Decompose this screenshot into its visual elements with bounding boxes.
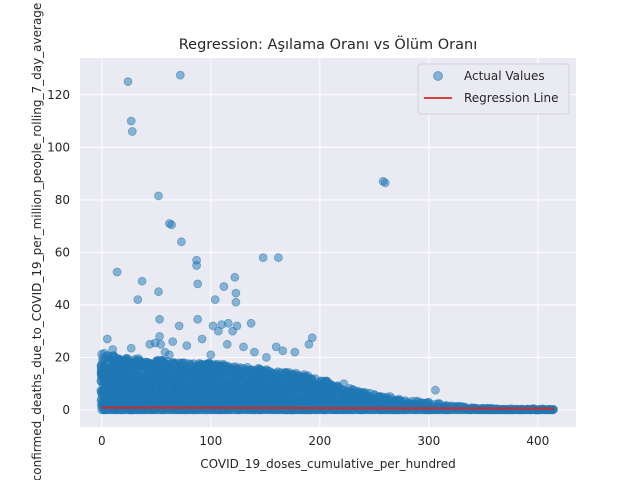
scatter-point (174, 321, 184, 331)
scatter-point (112, 267, 122, 277)
x-tick-label: 200 (308, 434, 331, 448)
scatter-point (548, 405, 558, 415)
x-tick-label: 100 (199, 434, 222, 448)
scatter-point (222, 339, 232, 349)
scatter-point (137, 276, 147, 286)
scatter-point (230, 272, 240, 282)
scatter-point (307, 333, 317, 343)
scatter-point (219, 282, 229, 291)
scatter-point (239, 342, 248, 352)
scatter-point (321, 376, 331, 386)
legend: Actual Values Regression Line (417, 63, 570, 115)
y-tick-label: 40 (55, 298, 70, 312)
scatter-point (126, 343, 136, 353)
legend-label-actual: Actual Values (464, 69, 545, 83)
scatter-point (246, 318, 256, 328)
legend-box (417, 63, 570, 115)
x-tick-label: 300 (417, 434, 440, 448)
x-tick-label: 400 (526, 434, 549, 448)
scatter-point (206, 350, 216, 360)
scatter-point (232, 321, 242, 331)
scatter-point (278, 346, 288, 356)
y-tick-label: 20 (55, 350, 70, 364)
regression-line (101, 406, 555, 410)
scatter-point (176, 237, 186, 247)
grid-lines (80, 58, 576, 427)
y-tick-label: 100 (47, 140, 70, 154)
scatter-point (273, 253, 283, 263)
scatter-point (133, 295, 143, 305)
y-axis-label: confirmed_deaths_due_to_COVID_19_per_mil… (30, 3, 44, 480)
scatter-point (231, 288, 241, 298)
scatter-point (167, 220, 177, 230)
chart-title: Regression: Aşılama Oranı vs Ölüm Oranı (179, 35, 478, 53)
scatter-point (258, 253, 268, 263)
scatter-point (278, 368, 288, 378)
scatter-point (155, 314, 165, 324)
scatter-point (249, 347, 259, 357)
scatter-point (154, 287, 163, 297)
scatter-point (192, 261, 202, 270)
scatter-point (193, 314, 203, 324)
legend-label-regression: Regression Line (464, 91, 558, 105)
scatter-point (339, 379, 349, 389)
scatter-point (290, 347, 300, 357)
scatter-point (154, 191, 163, 201)
scatter-point (127, 127, 137, 136)
scatter-points (96, 70, 559, 415)
y-tick-label: 120 (47, 88, 70, 102)
x-axis-label: COVID_19_doses_cumulative_per_hundred (200, 457, 455, 471)
scatter-point (193, 279, 203, 289)
scatter-point (197, 334, 207, 344)
scatter-point (155, 331, 165, 341)
scatter-point (223, 318, 233, 328)
scatter-point (380, 178, 390, 188)
x-axis-ticks: 0 100 200 300 400 (98, 434, 549, 448)
scatter-point (108, 345, 118, 354)
y-tick-label: 80 (55, 193, 70, 207)
scatter-point (261, 352, 271, 362)
scatter-point (182, 341, 192, 351)
x-tick-label: 0 (98, 434, 106, 448)
scatter-point (168, 337, 178, 347)
regression-line-group (101, 406, 555, 410)
scatter-point (271, 342, 281, 352)
scatter-point (430, 385, 440, 395)
scatter-point (164, 350, 174, 360)
scatter-point (123, 77, 133, 86)
y-tick-label: 0 (62, 403, 70, 417)
scatter-point (175, 70, 185, 80)
scatter-point (231, 297, 241, 307)
scatter-point (210, 295, 220, 305)
y-tick-label: 60 (55, 245, 70, 259)
scatter-point (156, 339, 166, 349)
legend-marker-actual (433, 71, 443, 81)
y-axis-ticks: 0 20 40 60 80 100 120 (47, 88, 70, 417)
scatter-point (208, 321, 218, 331)
scatter-point (102, 334, 112, 344)
scatter-point (126, 116, 136, 126)
